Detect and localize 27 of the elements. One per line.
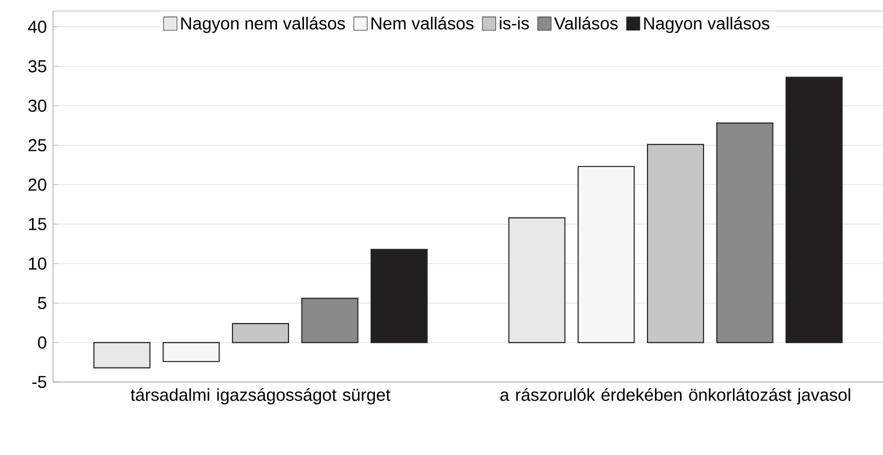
y-tick-label: 15 xyxy=(28,218,46,230)
bar xyxy=(301,298,358,344)
x-tick-label: a rászorulók érdekében önkorlátozást javasol xyxy=(500,388,850,404)
bar xyxy=(786,76,843,344)
legend-label: Vallásos xyxy=(554,16,618,30)
y-tick-label: 30 xyxy=(28,100,46,112)
bar xyxy=(716,122,774,344)
legend-label: Nagyon nem vallásos xyxy=(181,16,345,33)
y-tick-label: -5 xyxy=(32,376,46,388)
bar xyxy=(578,166,635,344)
y-tick-label: 0 xyxy=(38,336,46,349)
bar xyxy=(508,217,566,344)
x-tick-label: társadalmi igazságosságot sürget xyxy=(130,388,390,404)
bar xyxy=(232,323,290,344)
bar xyxy=(162,342,220,362)
y-tick-label: 25 xyxy=(28,139,46,152)
legend-label: is-is xyxy=(500,16,529,30)
bar xyxy=(370,248,428,344)
y-tick-label: 5 xyxy=(38,297,46,310)
legend-label: Nem vallásos xyxy=(372,16,474,30)
bar xyxy=(93,342,150,368)
y-tick-label: 20 xyxy=(28,178,46,191)
y-tick-label: 35 xyxy=(28,60,46,72)
legend-label: Nagyon vallásos xyxy=(644,16,770,33)
y-tick-label: 40 xyxy=(28,20,46,33)
y-tick-label: 10 xyxy=(28,257,46,270)
bar xyxy=(646,144,704,344)
